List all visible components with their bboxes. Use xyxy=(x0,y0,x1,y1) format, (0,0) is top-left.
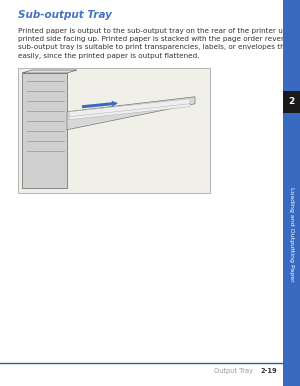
Polygon shape xyxy=(22,70,77,73)
Text: Loading and Outputting Paper: Loading and Outputting Paper xyxy=(289,187,294,281)
Bar xyxy=(18,68,210,193)
Bar xyxy=(283,0,300,386)
Text: 2: 2 xyxy=(288,98,295,107)
Bar xyxy=(22,73,67,188)
Text: Output Tray: Output Tray xyxy=(214,368,253,374)
Polygon shape xyxy=(69,99,190,117)
Bar xyxy=(283,91,300,113)
Text: Sub-output Tray: Sub-output Tray xyxy=(18,10,112,20)
Text: Printed paper is output to the sub-output tray on the rear of the printer unit w: Printed paper is output to the sub-outpu… xyxy=(18,28,300,59)
FancyArrow shape xyxy=(82,101,118,108)
Text: 2-19: 2-19 xyxy=(260,368,277,374)
Polygon shape xyxy=(67,97,195,130)
Polygon shape xyxy=(69,102,190,120)
